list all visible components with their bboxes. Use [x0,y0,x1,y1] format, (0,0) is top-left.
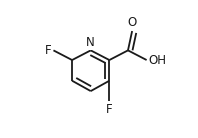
Text: OH: OH [148,54,166,67]
Text: F: F [106,103,113,116]
Text: N: N [86,36,95,49]
Text: O: O [128,16,137,29]
Text: F: F [45,44,52,57]
